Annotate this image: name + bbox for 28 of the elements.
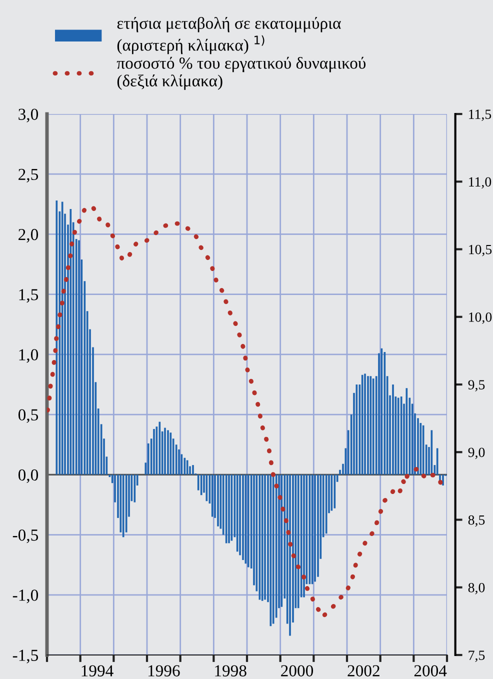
y2-tick-label: 9,5 bbox=[468, 380, 485, 392]
y-tick-label: 2,5 bbox=[18, 168, 38, 182]
x-tick-label: 2002 bbox=[348, 665, 380, 676]
y2-tick-label: 11,5 bbox=[469, 110, 492, 121]
y2-tick-label: 8,0 bbox=[468, 582, 485, 594]
x-tick-label: 2000 bbox=[281, 665, 314, 676]
y-tick-label: 0,5 bbox=[18, 409, 38, 423]
x-tick-label: 1998 bbox=[215, 665, 246, 676]
y2-tick-label: 10,0 bbox=[469, 312, 492, 324]
y-tick-label: -1,0 bbox=[12, 590, 38, 604]
y-tick-label: 1,0 bbox=[19, 349, 38, 363]
y-tick-label: 0,0 bbox=[18, 469, 38, 484]
y-tick-label: 1,5 bbox=[19, 289, 38, 303]
x-tick-label: 1994 bbox=[82, 665, 114, 676]
y2-tick-label: 7,5 bbox=[468, 650, 485, 662]
y-tick-label: -1,5 bbox=[12, 650, 38, 664]
y2-tick-label: 8,5 bbox=[468, 515, 485, 527]
y-tick-label: 2,0 bbox=[18, 228, 38, 243]
x-tick-label: 2004 bbox=[414, 665, 447, 676]
line-series bbox=[47, 204, 444, 620]
legend-label: ετήσια μεταβολή σε εκατομμύρια (αριστερή κλίμακα) $^{1)}$ bbox=[117, 17, 341, 54]
y2-tick-label: 11,0 bbox=[469, 177, 492, 189]
y-tick-label: 3,0 bbox=[18, 108, 38, 122]
y-tick-label: -0,5 bbox=[12, 529, 38, 544]
y2-tick-label: 9,0 bbox=[468, 448, 485, 460]
x-tick-label: 1996 bbox=[148, 665, 180, 676]
y2-tick-label: 10,5 bbox=[469, 244, 492, 256]
legend-label: ποσοστό % του εργατικού δυναμικού (δεξιά κλίμακα) bbox=[116, 56, 366, 90]
